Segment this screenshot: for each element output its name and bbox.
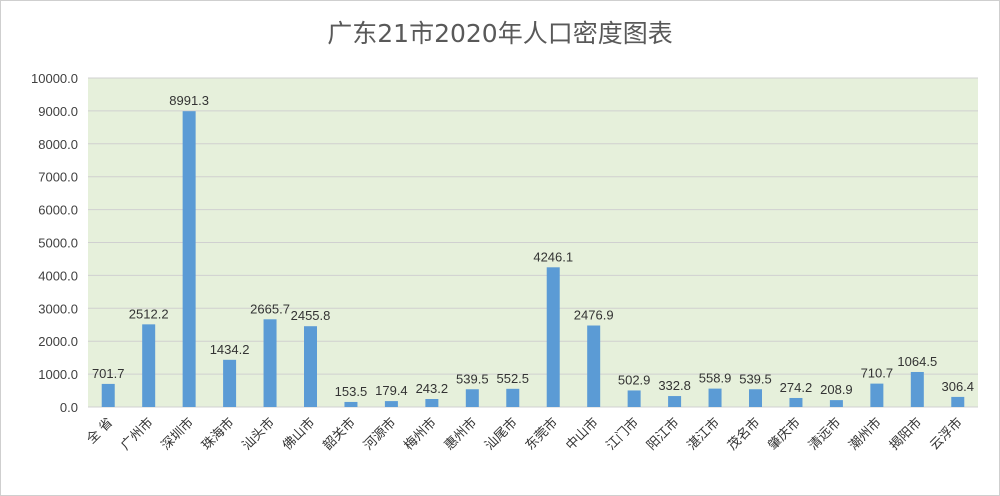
bar (789, 397, 803, 407)
y-tick-label: 9000.0 (38, 104, 78, 119)
x-category-label: 云浮市 (927, 415, 966, 454)
x-category-label: 潮州市 (846, 415, 885, 454)
data-label: 539.5 (739, 371, 772, 386)
y-tick-label: 1000.0 (38, 367, 78, 382)
x-category-label: 揭阳市 (886, 415, 925, 454)
data-label: 179.4 (375, 383, 408, 398)
bar (951, 396, 965, 407)
data-label: 2512.2 (129, 306, 169, 321)
bar (506, 388, 520, 407)
y-tick-label: 4000.0 (38, 268, 78, 283)
bar (344, 401, 358, 407)
data-label: 1434.2 (210, 342, 250, 357)
chart-title: 广东21市2020年人口密度图表 (327, 19, 673, 48)
x-category-label: 惠州市 (441, 415, 480, 454)
bar (627, 390, 641, 407)
data-label: 2476.9 (574, 308, 614, 323)
bar (668, 396, 682, 407)
data-label: 502.9 (618, 372, 651, 387)
bar (546, 267, 560, 407)
bar (142, 324, 156, 407)
data-label: 4246.1 (533, 249, 573, 264)
data-label: 2665.7 (250, 301, 290, 316)
bar (182, 111, 196, 408)
data-label: 1064.5 (897, 354, 937, 369)
bar (384, 401, 398, 407)
data-label: 274.2 (780, 380, 813, 395)
x-category-label: 河源市 (360, 415, 399, 454)
x-category-label: 清远市 (805, 415, 844, 454)
bar (829, 400, 843, 407)
data-label: 558.9 (699, 371, 732, 386)
bar (870, 383, 884, 407)
bar (910, 371, 924, 407)
y-tick-label: 2000.0 (38, 334, 78, 349)
y-tick-label: 6000.0 (38, 203, 78, 218)
bar (749, 389, 762, 407)
x-category-label: 全 省 (83, 415, 116, 448)
data-label: 552.5 (496, 371, 529, 386)
bar (708, 388, 722, 407)
x-category-label: 中山市 (563, 415, 602, 454)
data-label: 2455.8 (291, 308, 331, 323)
x-category-label: 阳江市 (644, 415, 683, 454)
bar (263, 319, 277, 407)
y-tick-label: 5000.0 (38, 236, 78, 251)
bar (465, 389, 479, 407)
bar (587, 325, 601, 407)
y-tick-label: 10000.0 (31, 71, 78, 86)
x-category-label: 茂名市 (724, 415, 763, 454)
data-label: 306.4 (941, 379, 974, 394)
data-label: 710.7 (861, 366, 894, 381)
x-category-label: 汕尾市 (482, 415, 521, 454)
x-category-label: 广州市 (118, 415, 157, 454)
y-tick-label: 0.0 (60, 400, 78, 415)
x-category-label: 江门市 (603, 415, 642, 454)
y-tick-label: 8000.0 (38, 137, 78, 152)
x-category-label: 肇庆市 (765, 415, 804, 454)
data-label: 208.9 (820, 382, 853, 397)
x-category-label: 韶关市 (320, 415, 359, 454)
data-label: 332.8 (658, 378, 691, 393)
bar (304, 326, 317, 407)
data-label: 701.7 (92, 366, 125, 381)
x-category-label: 深圳市 (158, 415, 197, 454)
data-label: 539.5 (456, 371, 489, 386)
bar (223, 359, 237, 407)
data-label: 243.2 (416, 381, 449, 396)
bar (425, 398, 439, 407)
x-category-label: 东莞市 (522, 415, 561, 454)
data-label: 153.5 (335, 384, 368, 399)
x-category-label: 汕头市 (239, 415, 278, 454)
data-label: 8991.3 (169, 93, 209, 108)
bar (101, 383, 115, 407)
x-category-label: 湛江市 (684, 415, 723, 454)
x-category-label: 梅州市 (401, 415, 440, 454)
y-tick-label: 3000.0 (38, 301, 78, 316)
y-tick-label: 7000.0 (38, 170, 78, 185)
x-category-label: 珠海市 (199, 415, 238, 454)
x-category-label: 佛山市 (279, 415, 318, 454)
